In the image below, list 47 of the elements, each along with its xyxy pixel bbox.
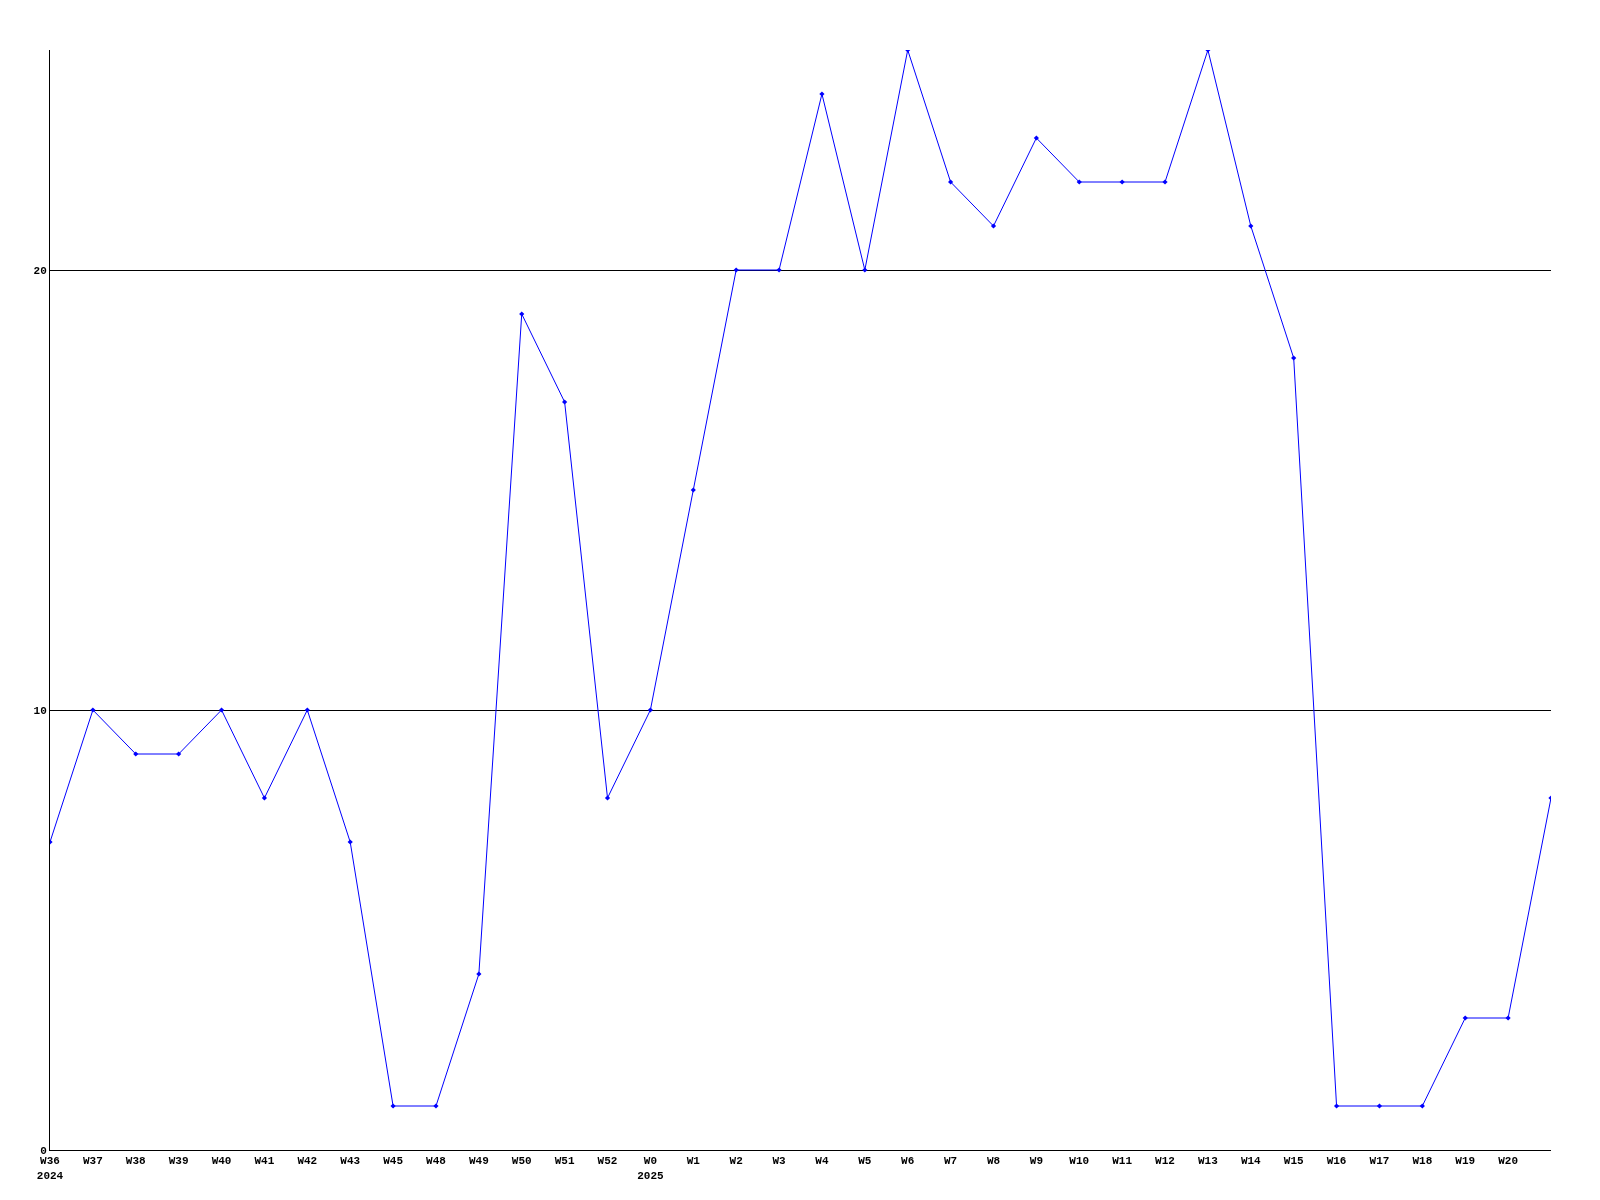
x-tick-label: W4 <box>815 1155 829 1168</box>
point <box>218 707 225 713</box>
point <box>948 179 954 185</box>
x-tick-label: W6 <box>901 1155 915 1168</box>
x-tick-label: W19 <box>1455 1155 1476 1168</box>
x-tick-label: W10 <box>1069 1155 1090 1168</box>
x-tick-label: W16 <box>1326 1155 1347 1168</box>
x-tick-label: W36 2024 <box>36 1155 64 1182</box>
point <box>261 795 268 801</box>
x-tick-label: W49 <box>468 1155 489 1168</box>
x-tick-label: W45 <box>383 1155 404 1168</box>
x-tick-label: W42 <box>297 1155 318 1168</box>
x-tick-label: W9 <box>1029 1155 1043 1168</box>
x-tick-label: W50 <box>511 1155 532 1168</box>
x-tick-label: W18 <box>1412 1155 1433 1168</box>
x-tick-label: W38 <box>125 1155 147 1168</box>
x-tick-label: W20 <box>1498 1155 1519 1168</box>
point <box>1333 1103 1340 1109</box>
x-tick-label: W5 <box>858 1155 872 1168</box>
x-tick-label: W37 <box>82 1155 103 1168</box>
x-tick-label: W39 <box>168 1155 189 1168</box>
x-tick-label: W3 <box>772 1155 787 1168</box>
x-tick-label: W17 <box>1369 1155 1390 1168</box>
x-tick-label: W51 <box>554 1155 575 1168</box>
point <box>647 707 653 713</box>
x-tick-label: W8 <box>986 1155 1001 1168</box>
x-tick-label: W41 <box>254 1155 275 1168</box>
x-tick-label: W2 <box>729 1155 743 1168</box>
x-tick-label: W48 <box>426 1155 447 1168</box>
y-tick-label: 20 <box>33 264 47 277</box>
x-tick-label: W0 2025 <box>637 1155 664 1182</box>
y-tick-label: 0 <box>40 1144 47 1157</box>
x-tick-label: W14 <box>1240 1155 1262 1168</box>
y-tick-label: 10 <box>33 704 47 717</box>
x-tick-label: W52 <box>597 1155 618 1168</box>
x-tick-label: W40 <box>211 1155 232 1168</box>
point <box>1376 1103 1383 1109</box>
point <box>604 795 611 801</box>
x-tick-label: W11 <box>1112 1155 1133 1168</box>
x-tick-label: W15 <box>1283 1155 1304 1168</box>
x-tick-label: W13 <box>1198 1155 1219 1168</box>
x-tick-label: W7 <box>944 1155 958 1168</box>
point <box>990 223 997 229</box>
x-tick-label: W12 <box>1155 1155 1175 1168</box>
x-tick-label: W1 <box>686 1155 701 1168</box>
line-series <box>50 50 1551 1109</box>
x-tick-label: W43 <box>340 1155 361 1168</box>
